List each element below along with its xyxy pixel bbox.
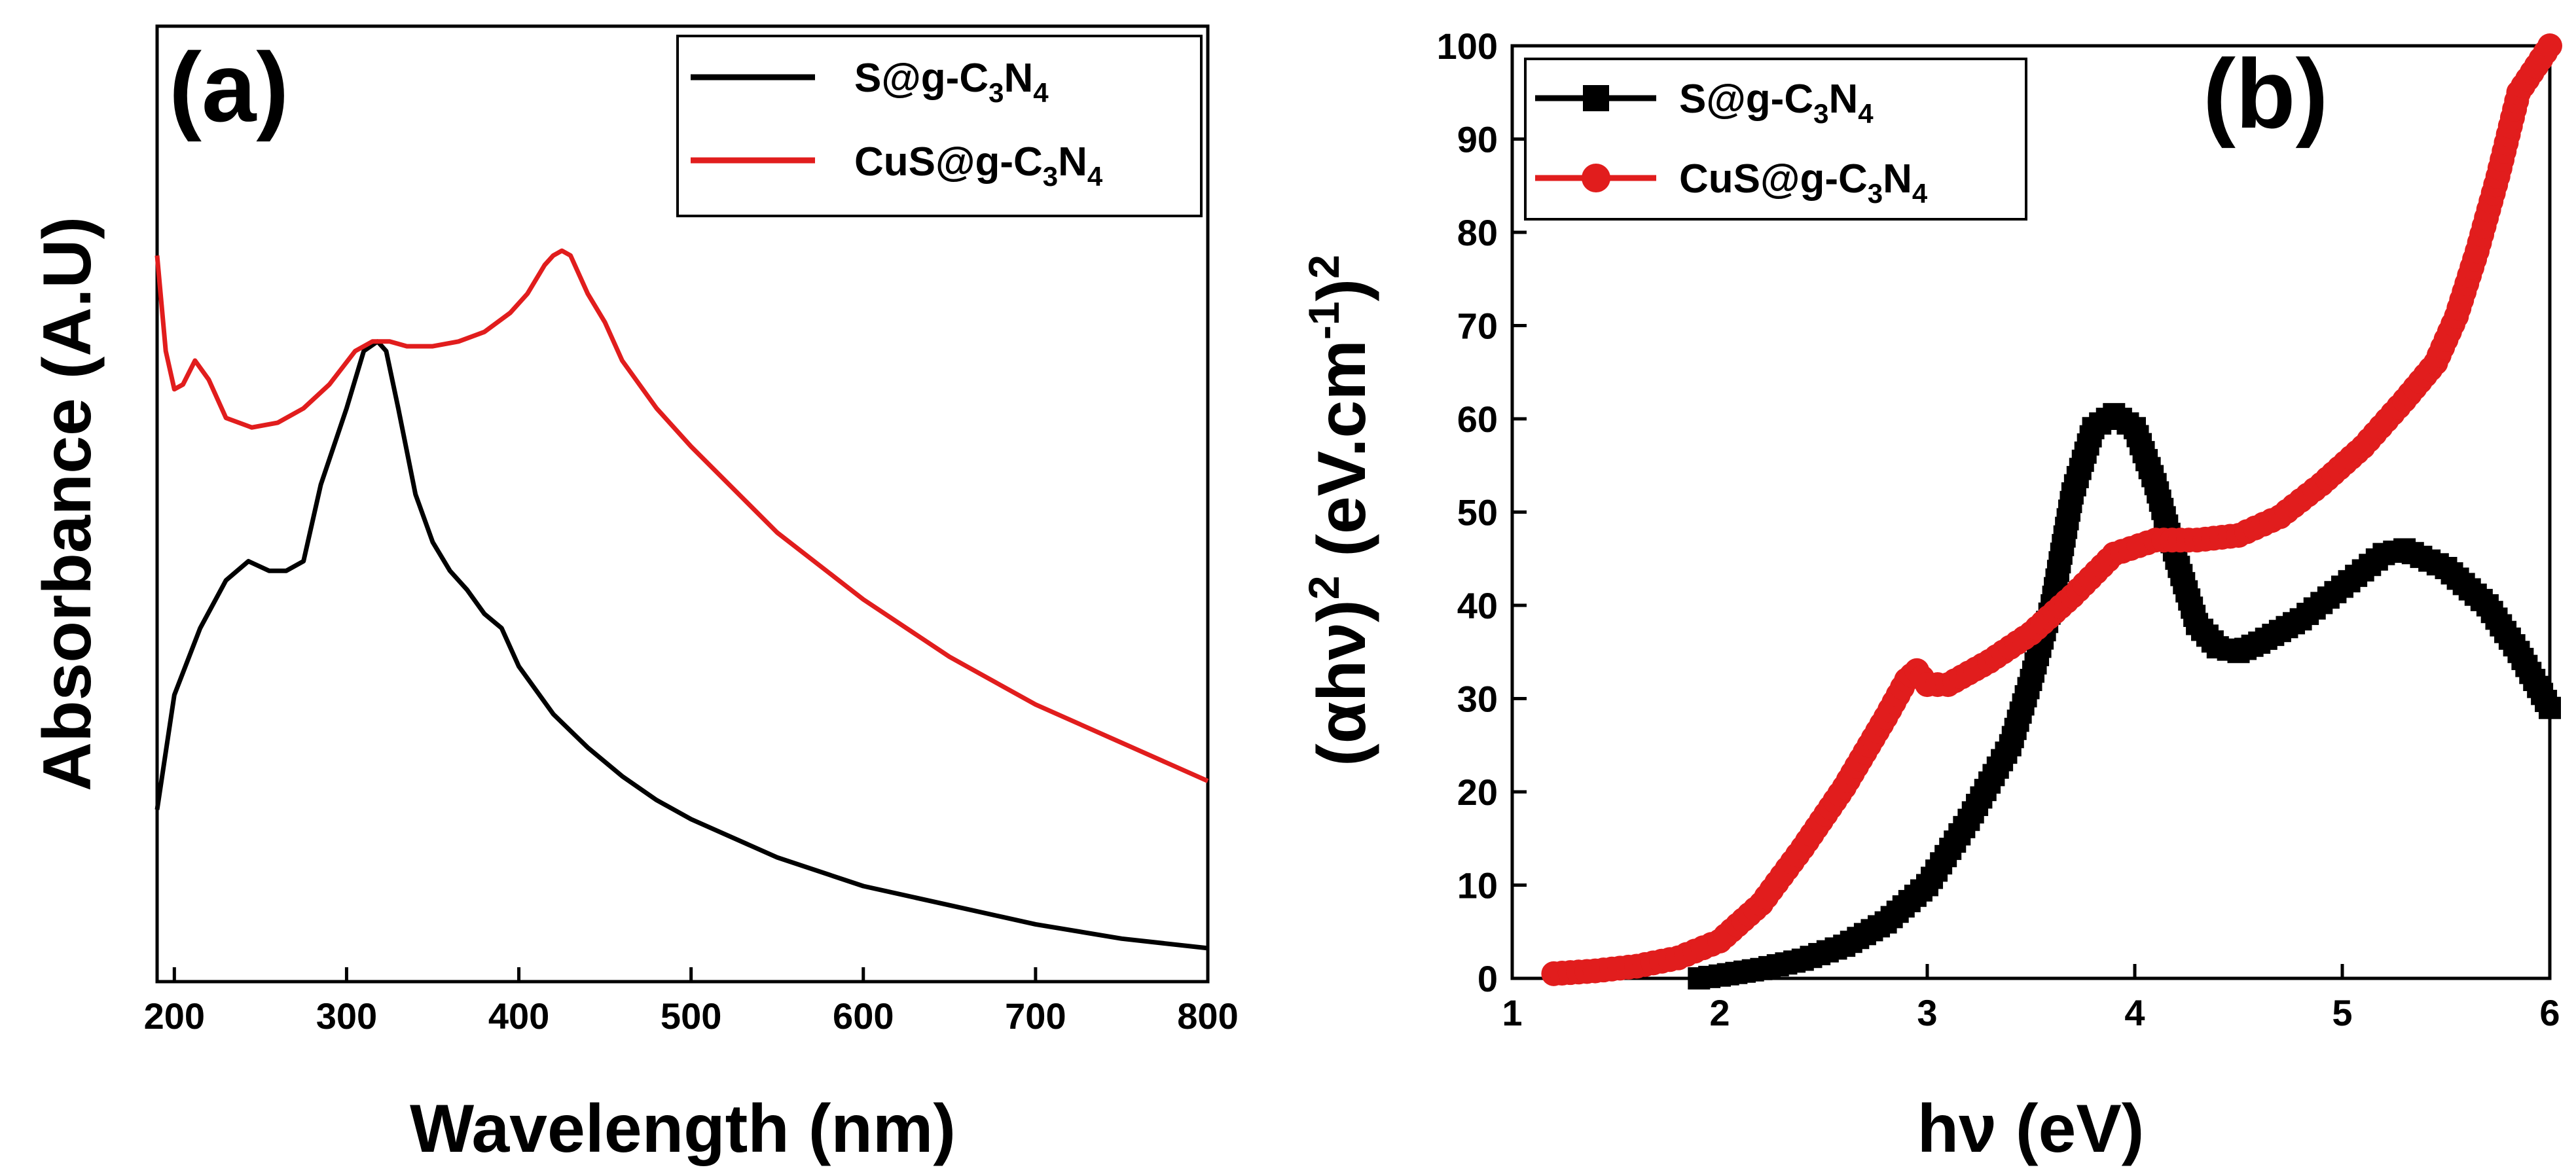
x-tick-label-b-1: 2: [1709, 992, 1730, 1033]
legend-box-a: [676, 35, 1203, 217]
x-tick-label-a-4: 600: [833, 995, 894, 1037]
y-tick-label-b-4: 40: [1457, 585, 1498, 626]
y-tick-label-b-3: 30: [1457, 679, 1498, 720]
data-point-b-0-173: [2539, 696, 2561, 719]
x-tick-label-a-3: 500: [661, 995, 721, 1037]
series-line-b-0: [1698, 411, 2552, 981]
panel-label-b: (b): [2203, 39, 2329, 149]
x-axis-label-a: Wavelength (nm): [410, 1091, 956, 1167]
legend-marker-b-1: [1582, 164, 1610, 192]
y-tick-label-b-1: 10: [1457, 865, 1498, 906]
series-group-a: [154, 248, 1209, 951]
y-tick-label-b-9: 90: [1457, 119, 1498, 160]
x-ticks-b: 1 2 3 4 5 6: [1502, 964, 2560, 1033]
y-axis-label-b: (αhν)2 (eV.cm-1)2: [1299, 255, 1380, 766]
panel-label-a: (a): [169, 32, 289, 142]
panel-b: 1 2 3 4 5 6 0 10 20 30 40 50 60 70 80 90 100 (b) hν (eV…: [1299, 26, 2562, 1167]
y-tick-label-b-7: 70: [1457, 306, 1498, 347]
x-ticks-a: 200 300 400 500 600 700 800: [144, 967, 1239, 1037]
x-tick-label-a-1: 300: [316, 995, 377, 1037]
y-tick-label-b-0: 0: [1478, 958, 1498, 999]
y-axis-label-a: Absorbance (A.U): [29, 217, 105, 791]
x-tick-label-b-2: 3: [1917, 992, 1937, 1033]
legend-label-b-1: CuS@g-C3N4: [1679, 156, 1928, 209]
x-tick-label-a-6: 800: [1177, 995, 1238, 1037]
x-tick-label-b-0: 1: [1502, 992, 1522, 1033]
x-tick-label-a-0: 200: [144, 995, 205, 1037]
legend-a: S@g-C3N4 CuS@g-C3N4: [676, 35, 1203, 217]
legend-label-b-0: S@g-C3N4: [1679, 77, 1874, 129]
y-ticks-b: 0 10 20 30 40 50 60 70 80 90 100: [1437, 26, 1527, 999]
legend-marker-b-0: [1583, 85, 1609, 111]
y-tick-label-b-2: 20: [1457, 772, 1498, 813]
y-tick-label-b-5: 50: [1457, 492, 1498, 533]
series-line-a-1: [154, 248, 1209, 783]
x-tick-label-b-5: 6: [2539, 992, 2560, 1033]
legend-b: S@g-C3N4 CuS@g-C3N4: [1524, 58, 2027, 221]
y-tick-label-b-8: 80: [1457, 212, 1498, 253]
x-axis-label-b: hν (eV): [1917, 1091, 2145, 1167]
series-group-b: [1541, 33, 2562, 989]
y-tick-label-b-6: 60: [1457, 399, 1498, 440]
plot-frame-a: [155, 24, 1210, 984]
series-line-a-0: [154, 339, 1208, 951]
x-tick-label-b-3: 4: [2124, 992, 2145, 1033]
panel-a: 200 300 400 500 600 700 800 (a) Wavelength (nm…: [29, 24, 1239, 1167]
x-tick-label-b-4: 5: [2332, 992, 2352, 1033]
legend-label-a-1: CuS@g-C3N4: [854, 139, 1103, 192]
y-tick-label-b-10: 100: [1437, 26, 1498, 67]
x-tick-label-a-5: 700: [1005, 995, 1066, 1037]
x-tick-label-a-2: 400: [488, 995, 549, 1037]
data-point-b-1-177: [2537, 33, 2562, 58]
legend-label-a-0: S@g-C3N4: [854, 56, 1049, 108]
